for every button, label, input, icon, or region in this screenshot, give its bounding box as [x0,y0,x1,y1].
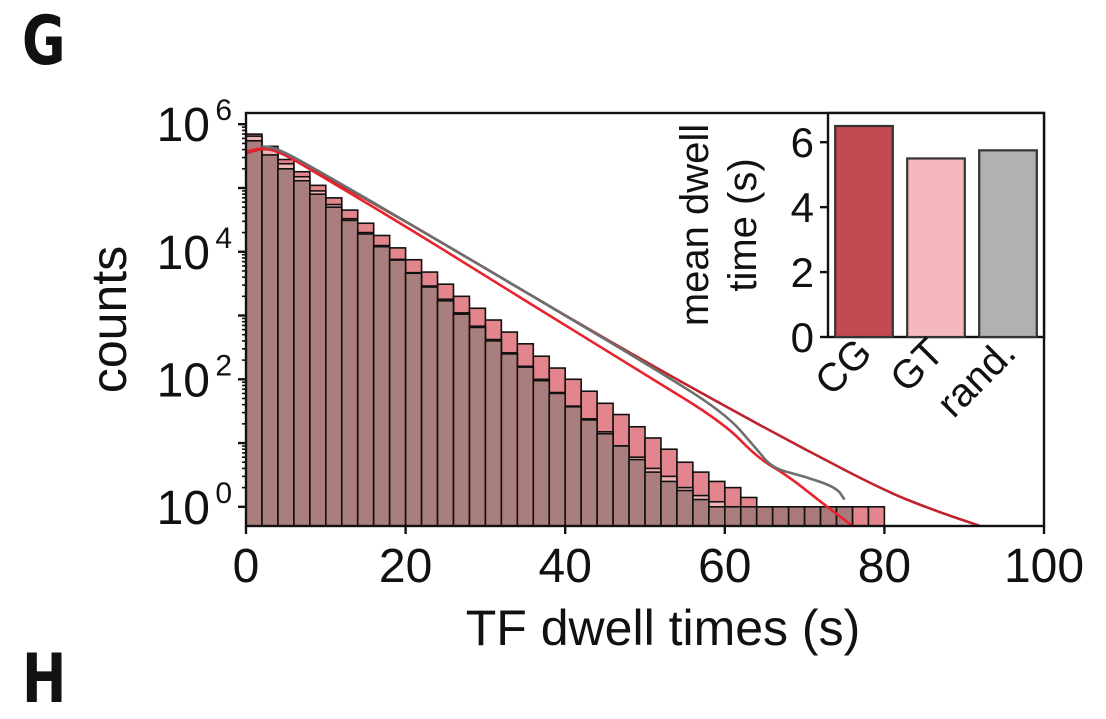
histogram-bar [867,506,886,526]
inset-y-axis-title-line2: time (s) [721,158,765,291]
histogram-bar [420,286,439,526]
histogram-bar [516,366,535,526]
fit-curve-2 [261,145,846,501]
histogram-series-2 [246,139,854,526]
y-tick-label: 10 [157,227,210,280]
y-tick-exponent: 0 [215,477,232,510]
histogram-bar [324,206,343,526]
inset-y-tick-label: 0 [791,314,814,361]
fit-curves [246,145,981,526]
x-tick-label: 0 [233,540,260,593]
histogram-bar [596,432,614,526]
histogram-bar [803,506,822,526]
inset-category-label: CG [807,330,881,404]
histogram-bar [532,379,551,526]
y-tick-exponent: 2 [215,349,232,382]
histogram-bar [548,392,566,526]
histogram-bars [246,133,886,526]
histogram-bar [277,167,295,526]
histogram-bar [564,406,582,526]
histogram-bar [851,506,870,526]
histogram-bar [692,498,710,526]
histogram-bar [739,506,758,526]
inset-bar-rand [978,149,1038,339]
histogram-bar [372,245,391,526]
histogram-bar [580,419,598,526]
panel-label: G [22,2,66,81]
inset-y-tick-label: 2 [791,249,814,296]
histogram-bar [755,506,774,526]
histogram-bar [356,233,375,526]
histogram-bar [436,300,455,526]
histogram-bar [468,326,487,526]
y-tick-exponent: 4 [215,222,232,255]
histogram-bar [309,193,327,526]
histogram-bar [452,313,471,526]
histogram-bar [261,154,279,526]
histogram-bar [246,139,263,526]
y-tick-label: 10 [157,482,210,535]
x-tick-label: 80 [858,540,911,593]
histogram-bar [404,272,423,526]
inset-y-axis-title-line1: mean dwell [673,124,717,326]
y-tick-label: 10 [157,354,210,407]
histogram-bar [723,506,742,526]
histogram-bar [819,506,838,526]
histogram-bar [644,471,662,526]
y-axis-title: counts [81,246,137,393]
histogram-bar [340,219,359,526]
x-tick-label: 20 [379,540,432,593]
y-tick-exponent: 6 [215,94,232,127]
x-tick-label: 100 [1004,540,1084,593]
x-tick-label: 60 [698,540,751,593]
y-tick-label: 10 [157,99,210,152]
inset-y-tick-label: 4 [791,184,814,231]
histogram-bar [660,480,678,526]
histogram-bar [676,489,694,526]
inset-bar-GT [906,157,966,339]
histogram-bar [787,506,806,526]
histogram-bar [293,179,311,526]
inset-y-tick-label: 6 [791,119,814,166]
histogram-bar [500,353,519,526]
x-axis-title: TF dwell times (s) [466,600,860,656]
histogram-bar [484,340,503,526]
inset-bar-CG [834,124,894,339]
histogram-bar [708,506,726,526]
x-tick-label: 40 [539,540,592,593]
inset-category-label: rand. [929,330,1025,426]
histogram-bar [771,506,790,526]
histogram-bar [628,458,646,526]
histogram-bar [388,259,407,526]
histogram-bar [612,445,630,526]
